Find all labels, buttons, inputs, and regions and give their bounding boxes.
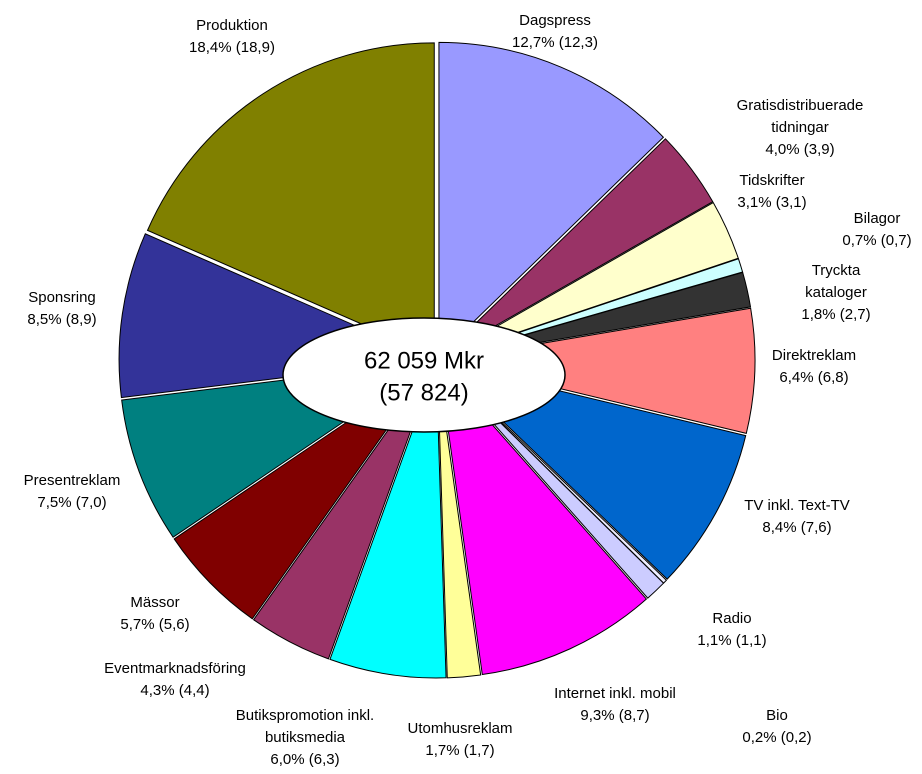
value-label: 0,7% (0,7)	[842, 232, 912, 249]
value-label: 6,4% (6,8)	[779, 369, 849, 386]
value-label: 0,2% (0,2)	[742, 729, 812, 746]
value-label: 1,7% (1,7)	[425, 742, 495, 759]
value-label: 9,3% (8,7)	[580, 707, 650, 724]
pie-slice	[441, 307, 756, 434]
slice-label: Sponsring 8,5% (8,9)	[27, 287, 96, 331]
category-name: Tidskrifter	[739, 172, 805, 189]
slice-label: Dagspress 12,7% (12,3)	[512, 10, 598, 54]
pie-slice	[146, 42, 435, 357]
value-label: 1,1% (1,1)	[697, 632, 767, 649]
category-name: TV inkl. Text-TV	[744, 497, 850, 514]
category-name: Sponsring	[28, 289, 96, 306]
value-label: 3,1% (3,1)	[737, 194, 807, 211]
value-label: 7,5% (7,0)	[37, 494, 107, 511]
slice-label: Mässor 5,7% (5,6)	[120, 592, 189, 636]
category-name: Internet inkl. mobil	[554, 685, 676, 702]
category-name: Dagspress	[519, 12, 591, 29]
slice-label: Presentreklam 7,5% (7,0)	[24, 470, 121, 514]
pie-slice	[436, 364, 482, 679]
category-name: Bilagor	[853, 210, 901, 227]
value-label: 8,5% (8,9)	[27, 311, 97, 328]
slice-label: Gratisdistribuerade tidningar 4,0% (3,9)	[737, 95, 864, 161]
value-label: 4,0% (3,9)	[765, 141, 835, 158]
category-name: Mässor	[130, 594, 180, 611]
category-name: Direktreklam	[771, 347, 857, 364]
slice-label: Internet inkl. mobil 9,3% (8,7)	[554, 683, 676, 727]
value-label: 18,4% (18,9)	[189, 39, 275, 56]
center-ellipse	[282, 317, 566, 433]
value-label: 8,4% (7,6)	[762, 519, 832, 536]
pie-slice	[438, 41, 665, 357]
slice-label: Produktion 18,4% (18,9)	[189, 15, 275, 59]
category-name: Presentreklam	[23, 472, 121, 489]
category-name: Bio	[766, 707, 788, 724]
pie-slice	[441, 201, 739, 359]
category-name: Produktion	[196, 17, 268, 34]
value-label: 6,0% (6,3)	[270, 751, 340, 768]
slice-label: Bio 0,2% (0,2)	[742, 705, 811, 749]
slice-label: Bilagor 0,7% (0,7)	[842, 208, 911, 252]
category-name: Radio	[712, 610, 752, 627]
slice-label: Tidskrifter 3,1% (3,1)	[737, 170, 806, 214]
value-label: 4,3% (4,4)	[140, 682, 210, 699]
center-label: 62 059 Mkr	[364, 347, 484, 374]
slice-label: Direktreklam 6,4% (6,8)	[772, 345, 856, 389]
slice-label: Tryckta kataloger 1,8% (2,7)	[793, 260, 879, 326]
pie-slice	[440, 138, 714, 358]
value-label: 1,8% (2,7)	[801, 306, 871, 323]
slice-label: TV inkl. Text-TV 8,4% (7,6)	[744, 495, 850, 539]
category-name: Butikspromotion inkl. butiksmedia	[235, 707, 375, 746]
value-label: 12,7% (12,3)	[512, 34, 598, 51]
pie-slice	[252, 364, 436, 660]
slice-label: Butikspromotion inkl. butiksmedia 6,0% (6…	[220, 705, 390, 771]
center-label: (57 824)	[379, 379, 468, 406]
slice-label: Utomhusreklam 1,7% (1,7)	[407, 718, 512, 762]
category-name: Utomhusreklam	[407, 720, 513, 737]
slice-label: Eventmarknadsföring 4,3% (4,4)	[104, 658, 246, 702]
value-label: 5,7% (5,6)	[120, 616, 190, 633]
pie-slice	[329, 364, 447, 679]
slice-label: Radio 1,1% (1,1)	[697, 608, 766, 652]
category-name: Eventmarknadsföring	[104, 660, 246, 677]
category-name: Gratisdistribuerade tidningar	[736, 97, 864, 136]
pie-slice	[438, 362, 648, 676]
category-name: Tryckta kataloger	[805, 262, 867, 301]
